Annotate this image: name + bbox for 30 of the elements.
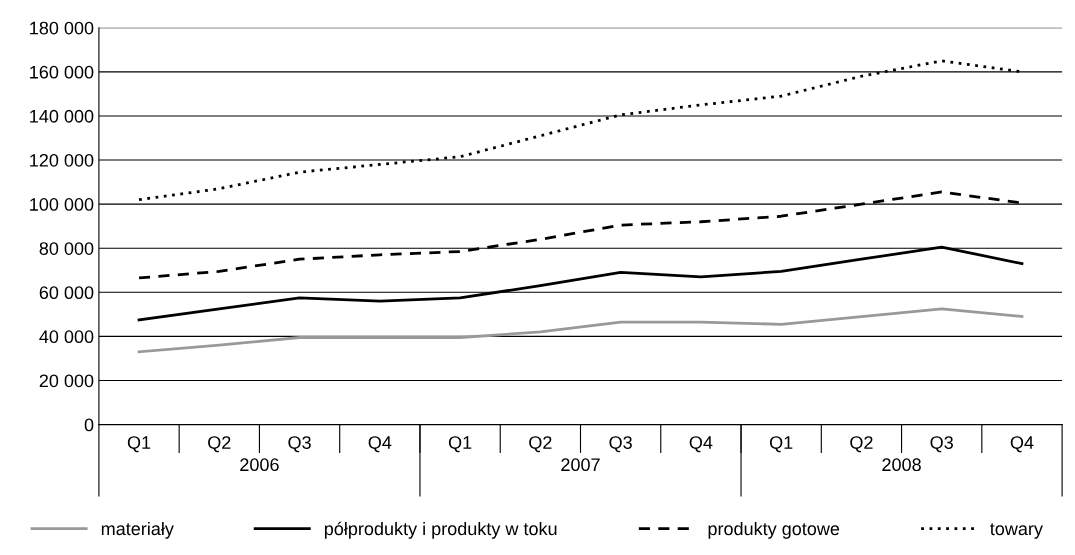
y-tick-label: 20 000	[39, 374, 94, 388]
x-tick-label: Q4	[1010, 436, 1034, 453]
y-tick-label: 80 000	[39, 242, 94, 255]
y-tick-label: 140 000	[30, 109, 94, 123]
x-tick-label: Q3	[930, 436, 953, 453]
line-series	[137, 307, 1024, 354]
x-tick-label: Q2	[208, 436, 231, 453]
legend-label: towary	[990, 523, 1043, 539]
x-tick-label: Q2	[850, 436, 873, 453]
text: 2008	[882, 458, 921, 472]
y-tick-label: 60 000	[39, 286, 94, 300]
text: 2007	[561, 458, 600, 472]
y-tick-label: 40 000	[39, 330, 94, 344]
x-tick-label: Q1	[127, 436, 151, 453]
legend-label: półprodukty i produkty w toku	[324, 521, 557, 539]
x-tick-label: Q3	[288, 436, 311, 453]
x-tick-label: Q2	[529, 436, 552, 453]
y-tick-label: 160 000	[30, 65, 94, 79]
y-tick-label: 100 000	[30, 198, 94, 211]
y-tick-label: 120 000	[30, 153, 94, 167]
x-tick-label: Q1	[769, 436, 793, 453]
x-tick-label: Q4	[368, 436, 392, 453]
legend-label: materiały	[101, 521, 174, 539]
text: 2006	[240, 458, 279, 472]
y-tick-label: 180 000	[30, 21, 94, 35]
x-tick-label: Q4	[689, 436, 713, 453]
legend-label: produkty gotowe	[708, 521, 840, 539]
x-tick-label: Q1	[448, 436, 472, 453]
x-tick-label: Q3	[609, 436, 632, 453]
y-tick-label: 0	[84, 418, 94, 432]
